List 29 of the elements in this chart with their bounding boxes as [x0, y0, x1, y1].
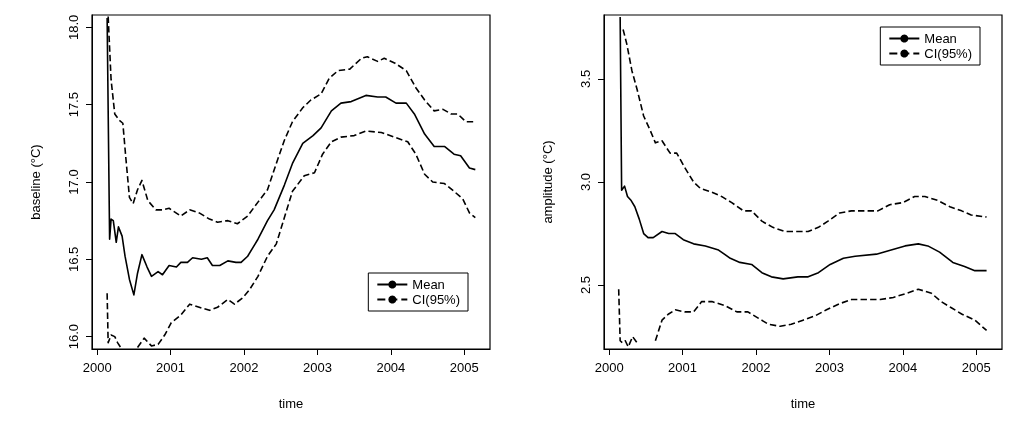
y-axis-title: amplitude (°C)	[540, 140, 555, 224]
x-tick-label: 2002	[741, 360, 771, 375]
legend-label: CI(95%)	[412, 292, 461, 307]
y-tick-label: 17.5	[66, 92, 81, 118]
y-tick-label: 17.0	[66, 169, 81, 195]
x-tick-label: 2000	[82, 360, 112, 375]
x-tick-label: 2000	[594, 360, 624, 375]
x-tick-label: 2003	[302, 360, 332, 375]
x-axis-title: time	[790, 396, 816, 411]
x-tick-label: 2004	[376, 360, 406, 375]
legend-label: CI(95%)	[924, 46, 973, 61]
y-tick-label: 3.0	[578, 172, 593, 192]
x-tick-label: 2001	[668, 360, 698, 375]
x-tick-label: 2001	[156, 360, 186, 375]
legend-label: Mean	[924, 31, 957, 46]
x-tick-label: 2005	[449, 360, 479, 375]
y-tick-label: 18.0	[66, 14, 81, 41]
x-axis-title: time	[278, 396, 304, 411]
x-tick-label: 2004	[888, 360, 918, 375]
y-axis-title: baseline (°C)	[28, 144, 43, 220]
x-tick-label: 2002	[229, 360, 259, 375]
line-series	[622, 28, 988, 233]
x-tick-label: 2005	[961, 360, 991, 375]
y-tick-label: 16.0	[66, 323, 81, 350]
x-tick-label: 2003	[814, 360, 844, 375]
y-tick-label: 16.5	[66, 246, 81, 272]
y-tick-label: 3.5	[578, 69, 593, 88]
legend-label: Mean	[412, 277, 445, 292]
y-tick-label: 2.5	[578, 276, 593, 295]
